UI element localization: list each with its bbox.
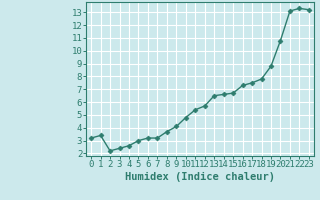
X-axis label: Humidex (Indice chaleur): Humidex (Indice chaleur) [125,172,275,182]
